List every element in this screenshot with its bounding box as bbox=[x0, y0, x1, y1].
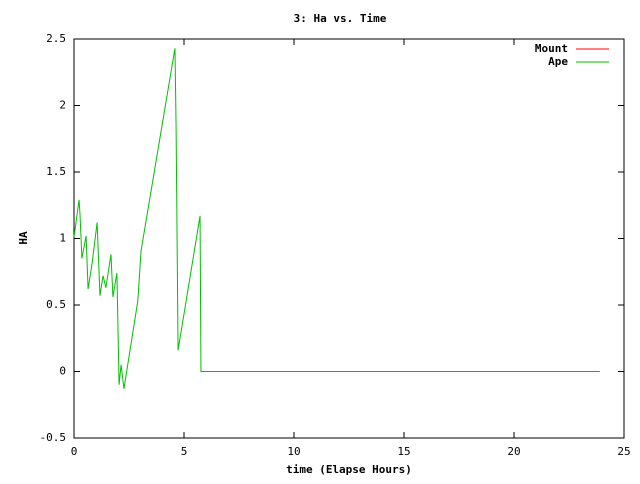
x-tick-label: 15 bbox=[397, 445, 410, 458]
x-axis-label: time (Elapse Hours) bbox=[286, 463, 412, 476]
y-tick-label: 1.5 bbox=[46, 165, 66, 178]
y-tick-label: 2.5 bbox=[46, 32, 66, 45]
legend-label: Mount bbox=[535, 42, 568, 55]
x-tick-label: 25 bbox=[617, 445, 630, 458]
series-line bbox=[73, 48, 600, 389]
chart-title: 3: Ha vs. Time bbox=[294, 12, 387, 25]
y-tick-label: 0.5 bbox=[46, 298, 66, 311]
x-tick-label: 10 bbox=[287, 445, 300, 458]
y-tick-label: 0 bbox=[59, 365, 66, 378]
y-tick-label: 2 bbox=[59, 99, 66, 112]
y-tick-label: 1 bbox=[59, 232, 66, 245]
y-axis-label: HA bbox=[17, 231, 30, 245]
legend-label: Ape bbox=[548, 55, 568, 68]
y-tick-label: -0.5 bbox=[40, 431, 67, 444]
plot-frame bbox=[73, 38, 625, 439]
x-tick-label: 0 bbox=[71, 445, 78, 458]
x-tick-label: 5 bbox=[181, 445, 188, 458]
x-tick-label: 20 bbox=[507, 445, 520, 458]
